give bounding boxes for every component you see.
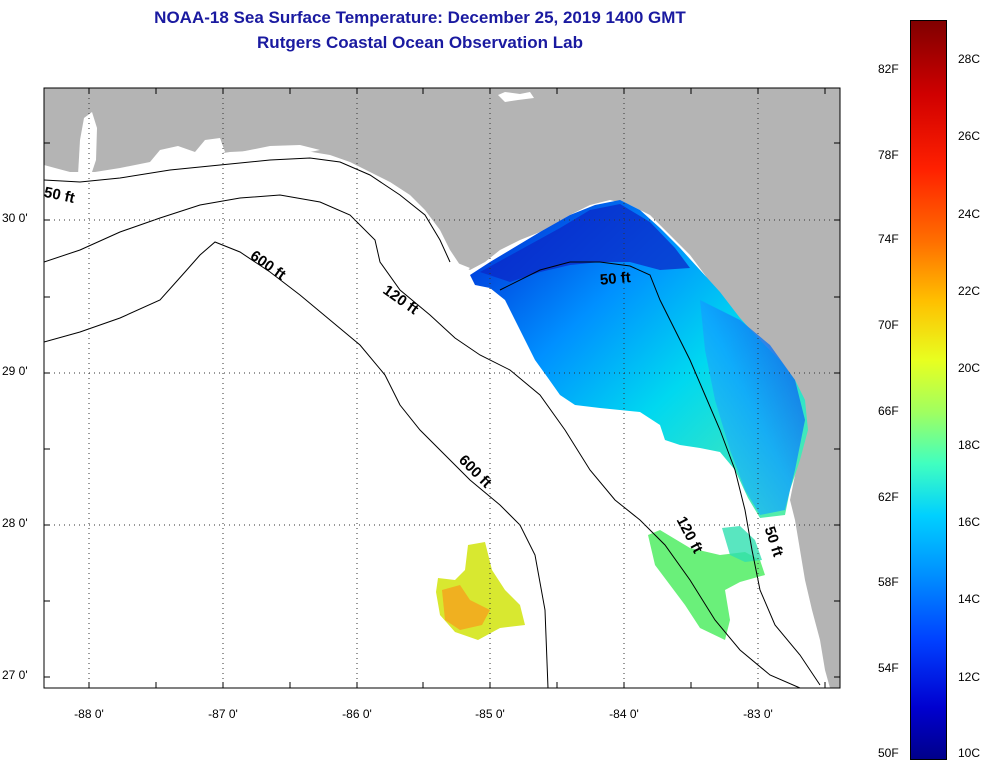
contour-50ft-west bbox=[44, 157, 451, 263]
land-florida-panhandle bbox=[44, 88, 840, 688]
colorbar-label-22c: 22C bbox=[958, 284, 981, 298]
map-subtitle: Rutgers Coastal Ocean Observation Lab bbox=[257, 33, 583, 52]
contour-label-50ft-west: 50 ft bbox=[42, 184, 76, 207]
sst-south-cyan bbox=[722, 526, 762, 562]
lon-gridlines bbox=[88, 88, 759, 688]
lon-label-84: -84 0' bbox=[609, 707, 639, 721]
map-title: NOAA-18 Sea Surface Temperature: Decembe… bbox=[154, 8, 686, 27]
colorbar-label-18c: 18C bbox=[958, 438, 981, 452]
sst-blue-core bbox=[480, 204, 690, 282]
colorbar-label-82f: 82F bbox=[878, 62, 899, 76]
colorbar-label-66f: 66F bbox=[878, 404, 899, 418]
lat-label-28: 28 0' bbox=[2, 516, 28, 530]
colorbar-label-58f: 58F bbox=[878, 575, 899, 589]
colorbar-label-24c: 24C bbox=[958, 207, 981, 221]
colorbar-label-10c: 10C bbox=[958, 746, 981, 760]
colorbar-label-28c: 28C bbox=[958, 52, 981, 66]
colorbar-label-54f: 54F bbox=[878, 661, 899, 675]
inland-lake bbox=[498, 92, 534, 102]
lon-label-87: -87 0' bbox=[208, 707, 238, 721]
contour-120ft bbox=[44, 194, 801, 688]
colorbar-label-78f: 78F bbox=[878, 148, 899, 162]
sst-east-patch bbox=[700, 300, 805, 515]
colorbar-label-26c: 26C bbox=[958, 129, 981, 143]
colorbar-label-12c: 12C bbox=[958, 670, 981, 684]
contour-label-50ft-middle: 50 ft bbox=[599, 269, 631, 289]
mobile-bay bbox=[78, 112, 97, 178]
lon-label-88: -88 0' bbox=[74, 707, 104, 721]
colorbar-label-16c: 16C bbox=[958, 515, 981, 529]
lon-label-85: -85 0' bbox=[475, 707, 505, 721]
contour-50ft-east bbox=[499, 261, 821, 686]
map-frame bbox=[43, 87, 841, 689]
colorbar-label-70f: 70F bbox=[878, 318, 899, 332]
choctawhatchee-bay bbox=[240, 145, 320, 155]
contour-600ft bbox=[44, 241, 549, 688]
lon-label-83: -83 0' bbox=[743, 707, 773, 721]
colorbar-label-74f: 74F bbox=[878, 232, 899, 246]
temperature-colorbar bbox=[910, 20, 947, 760]
lat-label-29: 29 0' bbox=[2, 364, 28, 378]
colorbar-label-14c: 14C bbox=[958, 592, 981, 606]
lat-label-27: 27 0' bbox=[2, 668, 28, 682]
lat-label-30: 30 0' bbox=[2, 211, 28, 225]
tick-marks bbox=[44, 88, 840, 688]
apalachicola-bay bbox=[440, 258, 470, 275]
colorbar-label-62f: 62F bbox=[878, 490, 899, 504]
lon-label-86: -86 0' bbox=[342, 707, 372, 721]
pensacola-bay bbox=[150, 138, 225, 162]
colorbar-label-20c: 20C bbox=[958, 361, 981, 375]
sst-warm-core bbox=[442, 585, 490, 630]
colorbar-label-50f: 50F bbox=[878, 746, 899, 760]
